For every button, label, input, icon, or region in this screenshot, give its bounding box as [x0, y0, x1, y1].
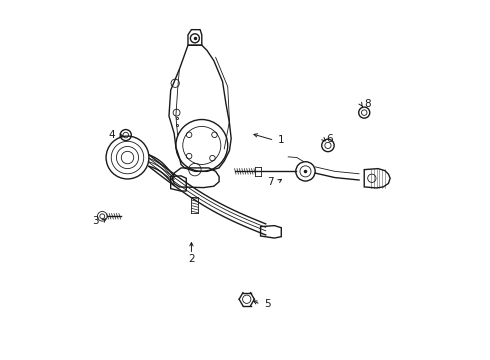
- Text: 5: 5: [264, 300, 271, 309]
- Text: 4: 4: [109, 130, 115, 140]
- Text: 7: 7: [268, 177, 274, 187]
- Text: 8: 8: [365, 99, 371, 109]
- Text: 2: 2: [188, 255, 195, 265]
- Text: 1: 1: [278, 135, 285, 145]
- Text: 6: 6: [326, 134, 333, 144]
- Text: 3: 3: [93, 216, 99, 226]
